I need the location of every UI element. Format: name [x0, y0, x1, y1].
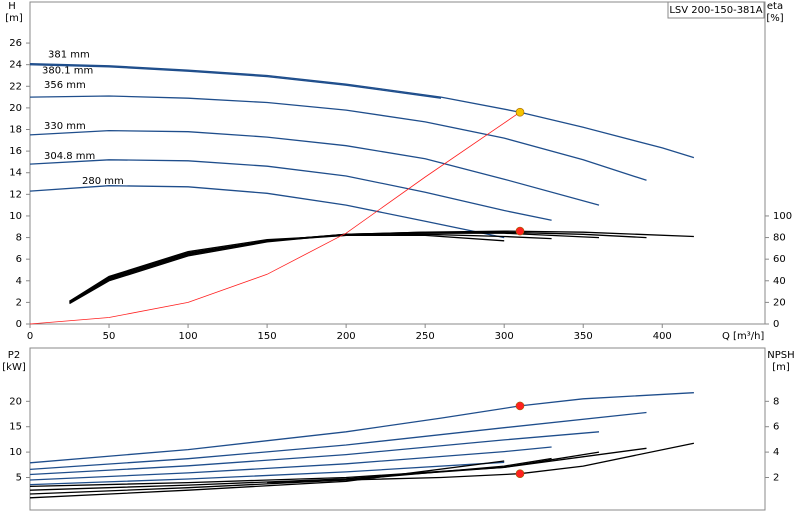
x-tick-label: 50	[103, 331, 116, 342]
y2-unit: [m]	[772, 362, 790, 373]
curve	[29, 431, 600, 476]
y-tick-label: 4	[16, 276, 22, 287]
curve	[29, 111, 521, 325]
title-box	[667, 1, 765, 19]
curve-label: 381 mm	[48, 50, 90, 61]
top-frame	[29, 1, 766, 325]
x-tick-label: 350	[574, 331, 593, 342]
curve-label: 380.1 mm	[42, 66, 93, 77]
y2-unit: [%]	[766, 13, 783, 24]
curve	[29, 461, 505, 486]
curve	[29, 185, 505, 239]
y-tick-label: 24	[9, 60, 22, 71]
x-tick-label: 100	[179, 331, 198, 342]
y2-tick-label: 20	[773, 297, 786, 308]
chart-title: LSV 200-150-381A	[669, 5, 762, 16]
bottom-frame	[29, 347, 766, 511]
y2-label: eta	[767, 1, 783, 12]
y-label: P2	[8, 350, 20, 361]
y-tick-label: 14	[9, 168, 22, 179]
duty-point	[515, 469, 525, 478]
x-tick-label: 150	[258, 331, 277, 342]
curve	[69, 231, 647, 303]
y-label: H	[8, 1, 16, 12]
y2-label: NPSH	[767, 350, 794, 361]
curve	[29, 159, 552, 221]
curve-label: 280 mm	[82, 176, 124, 187]
x-tick-label: 250	[416, 331, 435, 342]
curve-label: 356 mm	[44, 80, 86, 91]
curve	[29, 457, 552, 495]
x-tick-label: 300	[495, 331, 514, 342]
y-tick-label: 6	[16, 254, 22, 265]
y-tick-label: 10	[9, 447, 22, 458]
curve	[69, 233, 552, 302]
y-tick-label: 20	[9, 396, 22, 407]
y-tick-label: 5	[16, 472, 22, 483]
curve	[29, 460, 505, 499]
y-tick-label: 8	[16, 233, 22, 244]
x-tick-label: 0	[27, 331, 33, 342]
curve	[29, 411, 647, 471]
y2-tick-label: 0	[773, 319, 779, 330]
x-tick-label: 400	[653, 331, 672, 342]
curve	[69, 230, 694, 305]
duty-point	[515, 226, 525, 236]
curve	[69, 234, 505, 302]
y2-tick-label: 8	[773, 396, 779, 407]
curve	[29, 447, 647, 488]
y-tick-label: 16	[9, 146, 22, 157]
y-tick-label: 18	[9, 125, 22, 136]
curve	[29, 451, 600, 491]
y-tick-label: 2	[16, 297, 22, 308]
y2-tick-label: 100	[773, 211, 792, 222]
y-unit: [m]	[5, 13, 23, 24]
curve	[29, 95, 647, 181]
curve	[29, 64, 442, 99]
y-unit: [kW]	[2, 362, 26, 373]
y-tick-label: 10	[9, 211, 22, 222]
duty-point	[515, 401, 525, 411]
y-tick-label: 20	[9, 103, 22, 114]
curve	[267, 442, 695, 484]
y2-tick-label: 2	[773, 472, 779, 483]
y-tick-label: 22	[9, 81, 22, 92]
y-tick-label: 26	[9, 38, 22, 49]
curve	[29, 129, 600, 206]
y2-tick-label: 80	[773, 233, 786, 244]
y2-tick-label: 40	[773, 276, 786, 287]
duty-point	[515, 107, 525, 117]
x-label: Q [m³/h]	[722, 331, 764, 342]
curve	[29, 392, 694, 464]
y-tick-label: 15	[9, 422, 22, 433]
y2-tick-label: 6	[773, 422, 779, 433]
curve	[29, 62, 695, 159]
y2-tick-label: 60	[773, 254, 786, 265]
y-tick-label: 12	[9, 189, 22, 200]
curve	[29, 446, 552, 481]
x-tick-label: 200	[337, 331, 356, 342]
y2-tick-label: 4	[773, 447, 779, 458]
curve-label: 304.8 mm	[44, 151, 95, 162]
y-tick-label: 0	[16, 319, 22, 330]
curve-label: 330 mm	[44, 121, 86, 132]
